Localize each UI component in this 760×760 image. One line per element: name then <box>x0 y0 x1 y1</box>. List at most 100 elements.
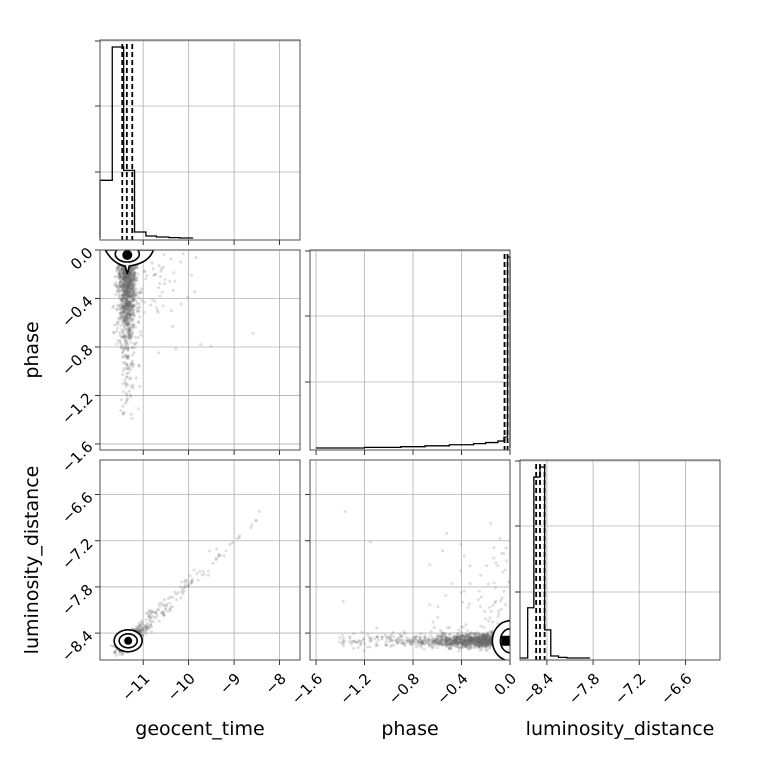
scatter-point-geocent-phase-138 <box>136 336 140 339</box>
scatter-point-geocent-lumdist-1358 <box>165 604 169 608</box>
scatter-point-phase-lumdist-95 <box>486 637 490 641</box>
scatter-point-geocent-lumdist-1447 <box>139 622 143 625</box>
scatter-point-geocent-phase-337 <box>132 323 136 327</box>
scatter-point-geocent-lumdist-94 <box>114 649 118 652</box>
panel-2-0-xtick-label-1: −10 <box>164 670 199 705</box>
scatter-point-geocent-phase-528 <box>123 378 127 382</box>
scatter-point-geocent-phase-1067 <box>126 346 130 350</box>
scatter-point-geocent-phase-1251 <box>112 283 116 287</box>
scatter-point-phase-lumdist-615 <box>352 632 356 636</box>
scatter-point-phase-lumdist-672 <box>464 632 468 636</box>
scatter-point-geocent-phase-883 <box>122 272 126 275</box>
scatter-point-geocent-phase-1042 <box>128 272 132 276</box>
scatter-point-geocent-phase-637 <box>129 364 132 368</box>
scatter-point-geocent-phase-48 <box>122 297 125 301</box>
scatter-point-geocent-phase-1263 <box>126 279 130 283</box>
scatter-point-phase-lumdist-31 <box>463 643 467 647</box>
scatter-point-geocent-phase-1432 <box>131 365 134 369</box>
scatter-point-geocent-phase-156 <box>160 267 163 271</box>
scatter-point-geocent-phase-1019 <box>126 312 130 316</box>
scatter-point-geocent-phase-712 <box>131 292 135 296</box>
scatter-point-geocent-phase-674 <box>122 310 126 314</box>
scatter-point-geocent-phase-529 <box>132 272 136 276</box>
scatter-point-geocent-phase-1408 <box>131 306 135 309</box>
scatter-point-geocent-phase-1109 <box>133 304 137 308</box>
scatter-point-phase-lumdist-827 <box>399 634 403 638</box>
scatter-point-geocent-phase-1055 <box>117 277 121 281</box>
scatter-point-geocent-phase-1388 <box>123 318 127 321</box>
scatter-point-phase-lumdist-1340 <box>431 620 435 624</box>
scatter-point-geocent-phase-720 <box>132 272 136 276</box>
scatter-point-phase-lumdist-34 <box>385 636 388 640</box>
scatter-point-geocent-phase-560 <box>121 293 125 297</box>
scatter-point-geocent-phase-904 <box>131 267 135 271</box>
scatter-point-geocent-phase-1404 <box>130 303 133 307</box>
scatter-point-geocent-phase-990 <box>128 281 132 284</box>
scatter-point-geocent-lumdist-362 <box>137 624 141 628</box>
scatter-point-geocent-phase-580 <box>122 271 126 275</box>
scatter-point-geocent-phase-643 <box>122 277 126 281</box>
scatter-point-phase-lumdist-1334 <box>369 636 373 640</box>
scatter-point-geocent-phase-301 <box>129 317 133 321</box>
scatter-point-geocent-phase-1214 <box>129 287 133 291</box>
scatter-point-geocent-phase-1314 <box>128 333 132 337</box>
scatter-point-geocent-lumdist-127 <box>146 611 150 615</box>
scatter-point-geocent-phase-1184 <box>121 306 124 309</box>
scatter-point-geocent-phase-140 <box>169 257 173 261</box>
scatter-point-geocent-phase-1124 <box>129 278 133 282</box>
scatter-point-geocent-phase-964 <box>122 348 126 352</box>
scatter-point-geocent-phase-8 <box>131 275 135 278</box>
scatter-point-geocent-phase-1223 <box>125 279 129 283</box>
scatter-point-geocent-phase-563 <box>125 281 129 285</box>
scatter-point-geocent-phase-1128 <box>128 308 132 312</box>
scatter-point-geocent-phase-876 <box>128 293 132 297</box>
scatter-point-geocent-phase-1200 <box>122 411 125 415</box>
scatter-point-geocent-phase-672 <box>125 322 129 326</box>
panel-2-1-xtick-label-2: −0.8 <box>385 670 423 708</box>
scatter-point-geocent-phase-892 <box>122 321 126 325</box>
scatter-point-geocent-phase-105 <box>131 279 135 283</box>
scatter-point-geocent-phase-357 <box>161 304 165 308</box>
scatter-point-phase-lumdist-5 <box>452 636 455 640</box>
scatter-point-geocent-phase-713 <box>134 278 137 282</box>
scatter-point-geocent-lumdist-882 <box>185 579 189 583</box>
scatter-point-geocent-phase-640 <box>124 319 128 322</box>
scatter-point-geocent-phase-1253 <box>134 294 138 298</box>
scatter-point-geocent-lumdist-388 <box>147 609 151 613</box>
scatter-point-geocent-phase-178 <box>132 314 136 318</box>
scatter-point-geocent-phase-409 <box>126 349 130 353</box>
scatter-point-phase-lumdist-696 <box>459 569 463 573</box>
scatter-point-geocent-phase-1117 <box>126 285 130 289</box>
scatter-point-geocent-phase-24 <box>122 305 126 309</box>
scatter-point-geocent-lumdist-1002 <box>170 605 174 609</box>
scatter-point-geocent-phase-256 <box>129 270 133 274</box>
scatter-point-geocent-phase-603 <box>157 264 161 268</box>
scatter-point-phase-lumdist-814 <box>497 612 501 616</box>
scatter-point-geocent-phase-162 <box>124 309 128 313</box>
scatter-point-geocent-phase-815 <box>128 294 131 298</box>
scatter-point-geocent-phase-38 <box>124 276 128 280</box>
scatter-point-phase-lumdist-519 <box>388 644 392 648</box>
scatter-point-geocent-phase-887 <box>127 286 130 290</box>
scatter-point-geocent-phase-1033 <box>138 291 142 295</box>
scatter-point-phase-lumdist-1280 <box>493 586 497 590</box>
scatter-point-geocent-phase-1110 <box>125 285 129 289</box>
scatter-point-geocent-phase-1118 <box>121 298 124 302</box>
scatter-point-phase-lumdist-1427 <box>477 644 481 648</box>
scatter-point-phase-lumdist-858 <box>485 564 488 568</box>
scatter-point-geocent-phase-613 <box>127 282 131 286</box>
scatter-point-geocent-phase-1424 <box>129 269 133 273</box>
scatter-point-geocent-phase-1242 <box>131 300 135 304</box>
scatter-point-geocent-lumdist-1304 <box>254 519 258 523</box>
scatter-point-geocent-phase-290 <box>118 294 122 298</box>
scatter-point-geocent-phase-407 <box>131 273 135 277</box>
scatter-point-geocent-lumdist-187 <box>113 651 117 655</box>
scatter-point-geocent-lumdist-1454 <box>121 651 125 655</box>
scatter-point-geocent-phase-1087 <box>128 277 132 281</box>
scatter-point-geocent-phase-1006 <box>126 304 130 308</box>
scatter-point-geocent-phase-1028 <box>128 282 132 286</box>
scatter-point-geocent-phase-1402 <box>116 317 120 320</box>
scatter-point-geocent-phase-769 <box>143 300 147 304</box>
scatter-point-phase-lumdist-1329 <box>448 647 452 651</box>
scatter-point-geocent-phase-1034 <box>127 313 131 317</box>
